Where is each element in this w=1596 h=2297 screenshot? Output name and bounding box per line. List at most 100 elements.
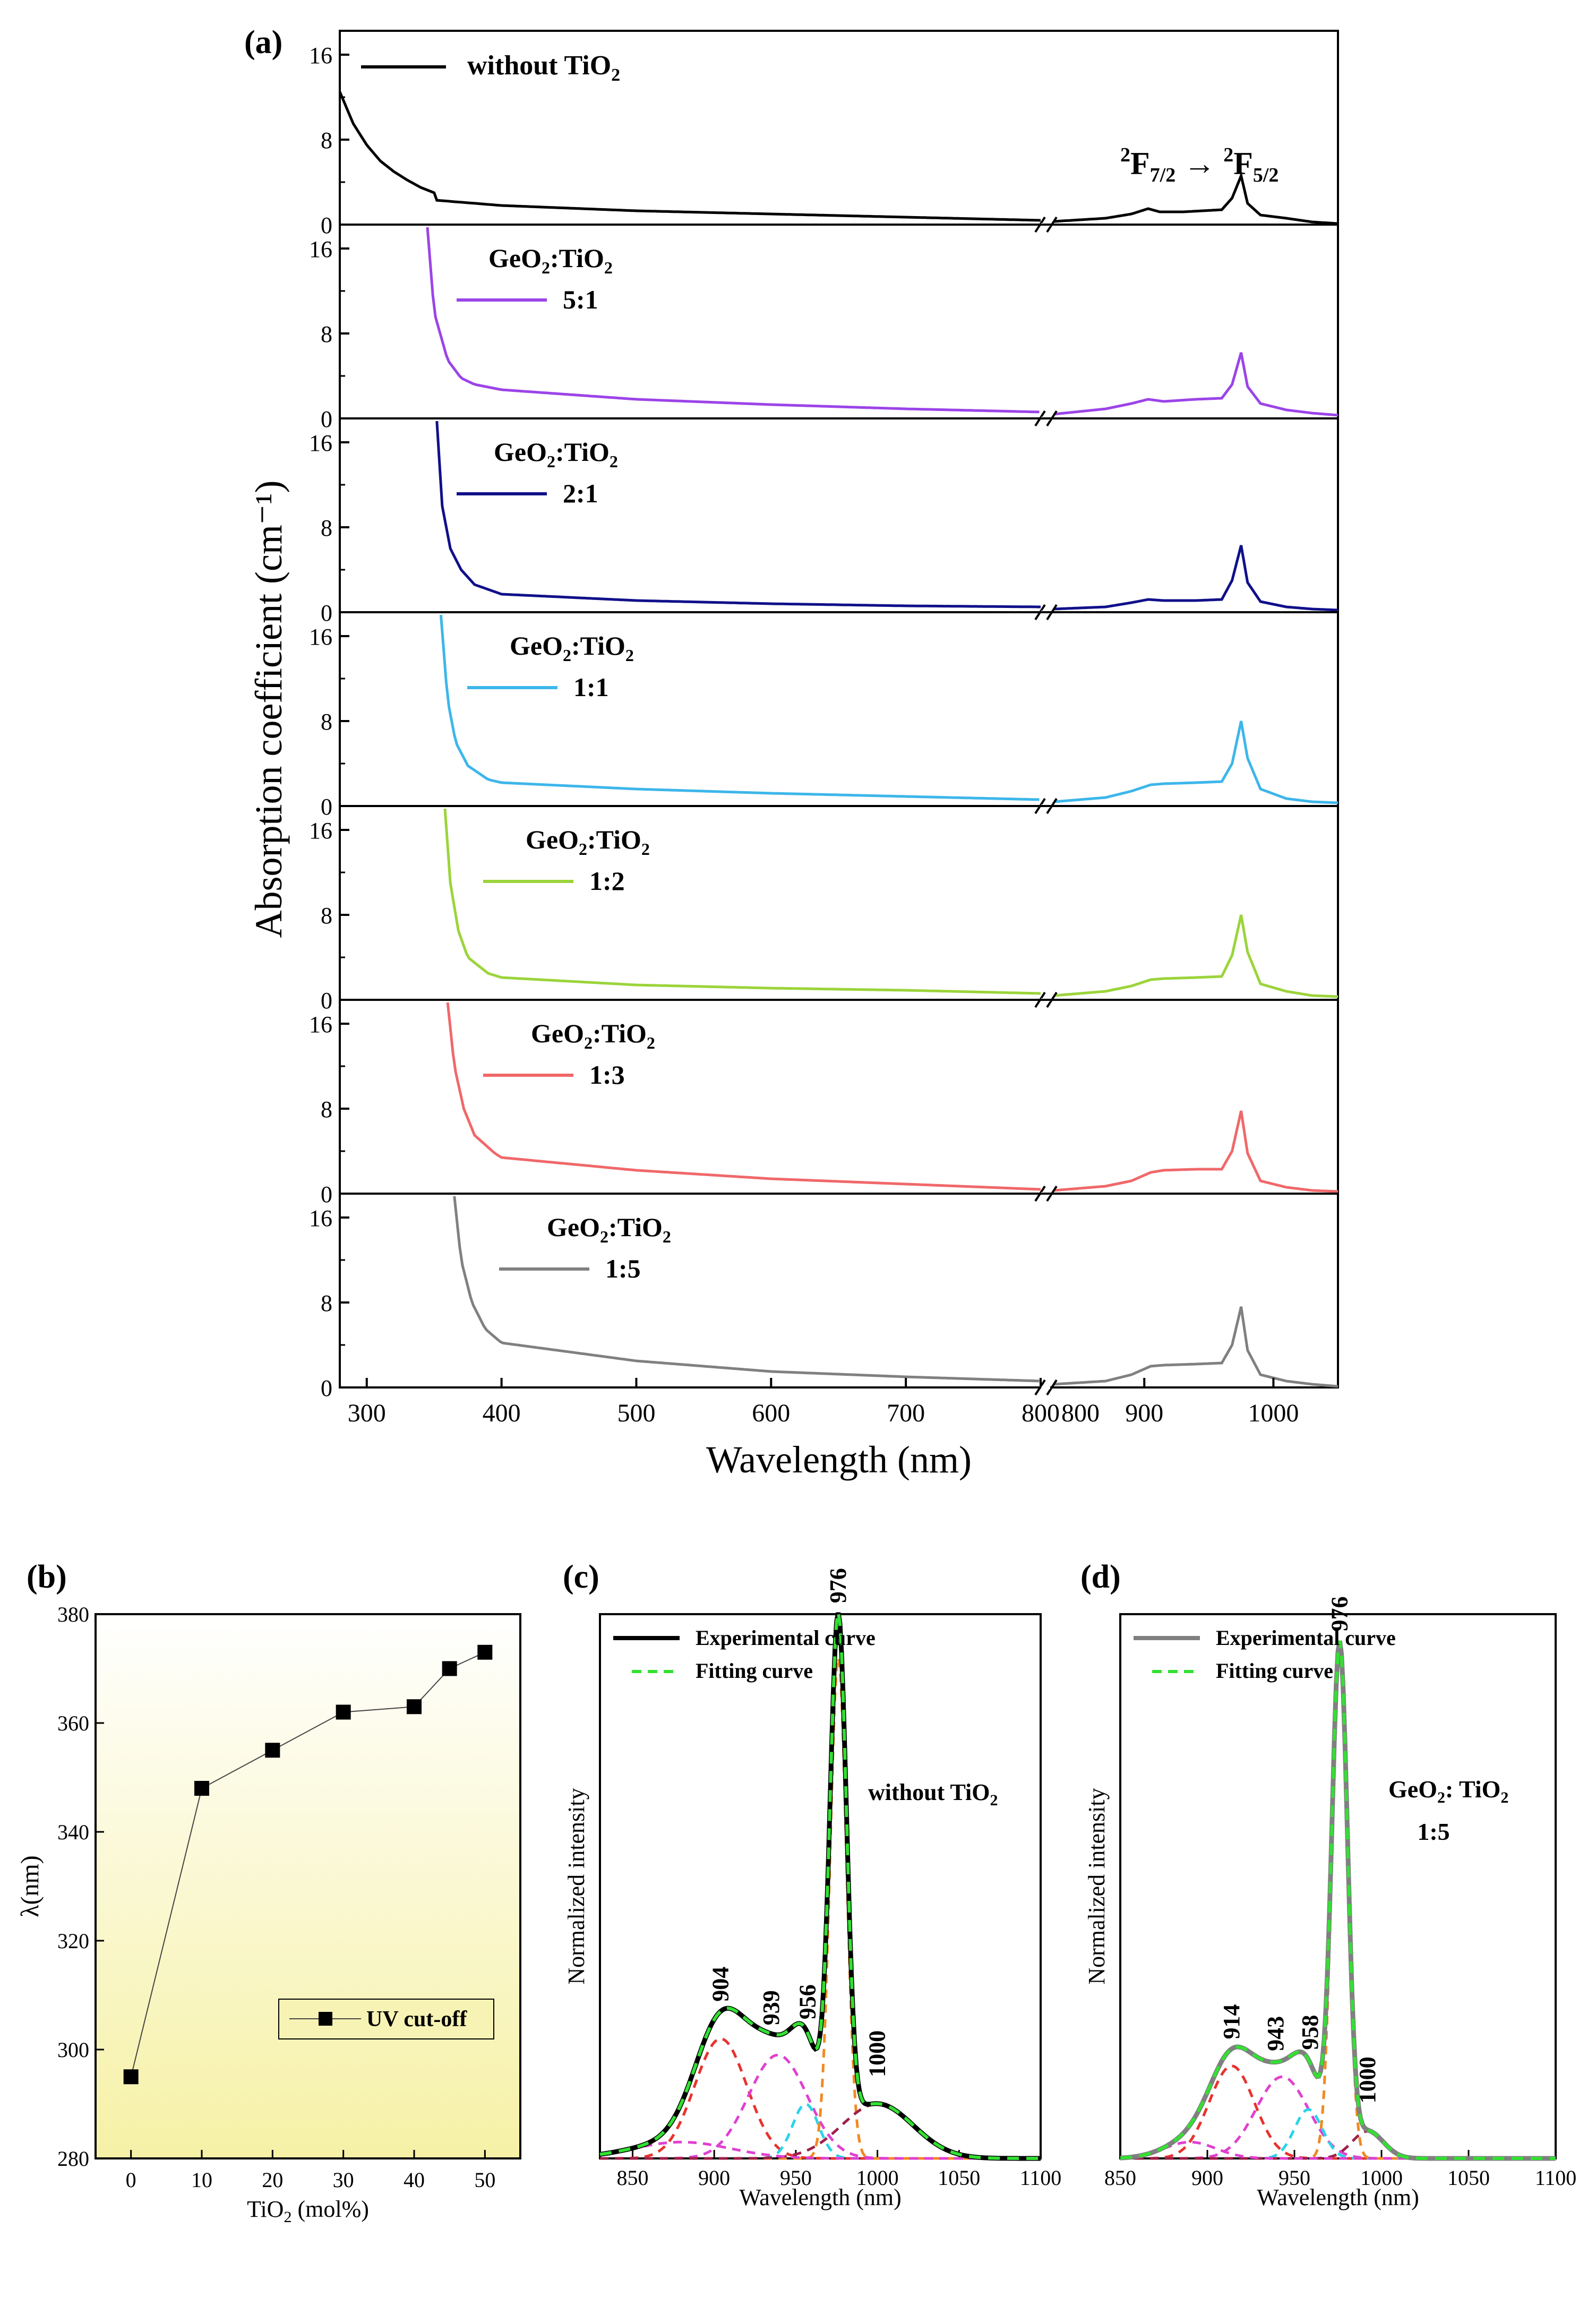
transition-label: 2F7/2 → 2F5/2: [1120, 144, 1278, 186]
x-tick-label: 50: [474, 2168, 495, 2192]
subpanel-frame: [339, 1193, 1339, 1389]
y-tick-label: 8: [321, 903, 332, 929]
legend-label: UV cut-off: [366, 2007, 467, 2032]
panel-b: (b) 280 300 320 340 360 380 0 10 20 30 40 50 UV cut-o…: [16, 1559, 521, 2226]
uv-curve: [453, 1196, 1040, 1383]
legend-label-experimental: Experimental curve: [1216, 1626, 1396, 1650]
data-point: [265, 1743, 280, 1758]
uv-curve: [443, 808, 1041, 995]
data-point: [477, 1644, 493, 1660]
peak-label: 914: [1219, 2004, 1245, 2039]
panel-d: (d) 850 900 950 1000 1050 1100 Wavelength (nm) N…: [1080, 1559, 1576, 2210]
y-tick-label: 0: [321, 212, 332, 238]
nir-curve: [1053, 721, 1338, 804]
x-tick-label: 40: [404, 2168, 425, 2192]
experimental-curve: [1120, 1640, 1556, 2161]
legend-label: GeO2:TiO2: [531, 1018, 655, 1052]
legend-ratio: 1:1: [573, 672, 609, 702]
uv-curve: [446, 1002, 1041, 1191]
subpanel-frame: [339, 999, 1339, 1195]
x-tick-label: 400: [483, 1399, 521, 1427]
y-axis-label: Normalized intensity: [1084, 1788, 1110, 1984]
legend-ratio: 1:5: [605, 1254, 641, 1283]
fit-component: [1120, 1657, 1556, 2160]
fit-component: [600, 2102, 1041, 2160]
y-tick-label: 16: [309, 624, 332, 650]
subpanel-3: 0 8 16 GeO2:TiO2 1:1: [309, 611, 1339, 820]
x-tick-label: 850: [616, 2166, 648, 2190]
y-tick-label: 0: [321, 1375, 332, 1401]
axis-break-gap: [1041, 1386, 1050, 1389]
panel-label: (a): [244, 24, 282, 61]
panel-label: (b): [27, 1559, 67, 1595]
y-tick-label: 16: [309, 236, 332, 262]
peak-label: 1000: [864, 2030, 890, 2077]
y-tick-label: 8: [321, 321, 332, 347]
y-tick-label: 8: [321, 1096, 332, 1122]
plot-area: [95, 1613, 521, 2159]
y-tick-label: 0: [321, 406, 332, 432]
legend-label: GeO2:TiO2: [494, 437, 618, 471]
fitting-curve: [599, 1612, 1041, 2160]
y-tick-label: 8: [321, 1290, 332, 1316]
y-tick-label: 300: [57, 2038, 89, 2062]
y-axis-label: Absorption coefficient (cm⁻¹): [247, 481, 290, 938]
legend-label: GeO2:TiO2: [547, 1212, 671, 1246]
legend-label: GeO2:TiO2: [488, 243, 613, 277]
peak-label: 976: [1326, 1596, 1352, 1631]
subpanel-4: 0 8 16 GeO2:TiO2 1:2: [309, 805, 1339, 1014]
axis-break-mark: [1046, 1379, 1058, 1396]
nir-curve: [1053, 545, 1338, 612]
x-tick-label: 10: [191, 2168, 212, 2192]
legend-ratio: 2:1: [563, 478, 598, 508]
y-tick-label: 16: [309, 42, 332, 68]
peak-label: 956: [794, 1984, 820, 2019]
nir-curve: [1053, 1110, 1338, 1193]
peak-label: 904: [707, 1967, 733, 2002]
x-tick-label: 950: [780, 2166, 812, 2190]
plot-frame: [599, 1613, 1042, 2159]
subpanel-5: 0 8 16 GeO2:TiO2 1:3: [309, 999, 1339, 1207]
x-tick-label: 20: [262, 2168, 283, 2192]
fit-component: [1120, 2075, 1556, 2160]
y-tick-label: 0: [321, 1181, 332, 1207]
peak-label: 939: [758, 1990, 784, 2025]
panel-label: (c): [563, 1559, 599, 1595]
legend-marker: [319, 2012, 332, 2026]
y-tick-label: 8: [321, 709, 332, 735]
legend-label: GeO2:TiO2: [510, 631, 634, 665]
subpanel-6: 0 8 16 GeO2:TiO2 1:5: [309, 1193, 1339, 1401]
x-tick-label: 0: [126, 2168, 136, 2192]
x-tick-label: 30: [333, 2168, 354, 2192]
nir-curve: [1053, 171, 1338, 225]
x-tick-label: 500: [617, 1399, 655, 1427]
subpanel-2: 0 8 16 GeO2:TiO2 2:1: [309, 417, 1339, 626]
data-point: [407, 1699, 422, 1715]
x-tick-label: 800: [1061, 1399, 1100, 1427]
y-tick-label: 0: [321, 988, 332, 1014]
subpanel-1: 0 8 16 GeO2:TiO2 5:1: [309, 224, 1339, 432]
fitting-curve: [1120, 1640, 1556, 2160]
legend-ratio: 5:1: [563, 285, 598, 314]
uv-curve: [435, 421, 1041, 608]
y-tick-label: 340: [57, 1820, 89, 1844]
x-tick-label: 950: [1278, 2166, 1310, 2190]
sample-ratio: 1:5: [1417, 1818, 1449, 1845]
y-tick-label: 16: [309, 818, 332, 844]
legend-ratio: 1:3: [589, 1060, 625, 1090]
x-tick-label: 900: [1191, 2166, 1223, 2190]
x-tick-label: 600: [752, 1399, 790, 1427]
y-tick-label: 8: [321, 515, 332, 541]
y-tick-label: 8: [321, 127, 332, 153]
x-tick-label: 900: [698, 2166, 730, 2190]
y-tick-label: 16: [309, 1012, 332, 1038]
nir-curve: [1053, 914, 1338, 998]
peak-label: 976: [825, 1568, 851, 1603]
x-axis-label: TiO2 (mol%): [247, 2196, 369, 2226]
nir-curve: [1053, 352, 1338, 417]
x-tick-label: 1100: [1020, 2166, 1062, 2190]
data-point: [194, 1781, 209, 1796]
x-tick-label: 700: [887, 1399, 925, 1427]
y-tick-label: 360: [57, 1711, 89, 1735]
y-axis-label: Normalized intensity: [563, 1788, 589, 1984]
